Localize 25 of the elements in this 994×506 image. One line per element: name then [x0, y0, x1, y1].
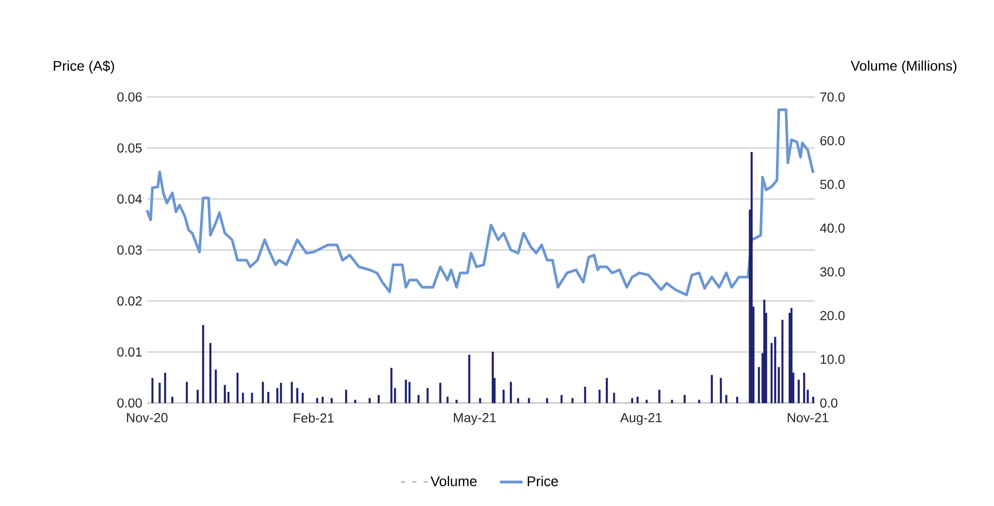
y-tick-label: 0.04 [117, 194, 142, 204]
line-series [146, 108, 815, 296]
y-tick-label: 0.03 [117, 245, 142, 255]
legend-label: Price [528, 476, 558, 486]
y2-tick-label: 60.0 [820, 136, 845, 146]
x-tick-label: May-21 [454, 413, 496, 425]
x-tick-label: Aug-21 [620, 413, 662, 425]
y2-tick-label: 70.0 [820, 92, 845, 102]
y2-tick-label: 50.0 [820, 180, 845, 190]
y2-axis-title: Volume (Millions) [850, 60, 956, 74]
x-tick-label: Nov-20 [127, 413, 168, 422]
y2-tick-label: 40.0 [820, 224, 845, 233]
y2-tick-label: 10.0 [820, 354, 845, 364]
y2-tick-label: 0.0 [820, 398, 838, 408]
y-tick-label: 0.01 [117, 347, 142, 357]
y-tick-label: 0.00 [117, 398, 142, 408]
x-tick-label: Nov-21 [788, 413, 828, 422]
x-tick-label: Feb-21 [294, 413, 334, 423]
legend-label: Volume [430, 476, 477, 486]
y-tick-label: 0.06 [117, 92, 142, 102]
y-axis-title: Price (A$) [54, 60, 114, 74]
y2-tick-label: 30.0 [820, 267, 845, 276]
y2-tick-label: 20.0 [820, 310, 845, 320]
y-tick-label: 0.02 [117, 296, 142, 306]
y-tick-label: 0.05 [117, 143, 142, 153]
